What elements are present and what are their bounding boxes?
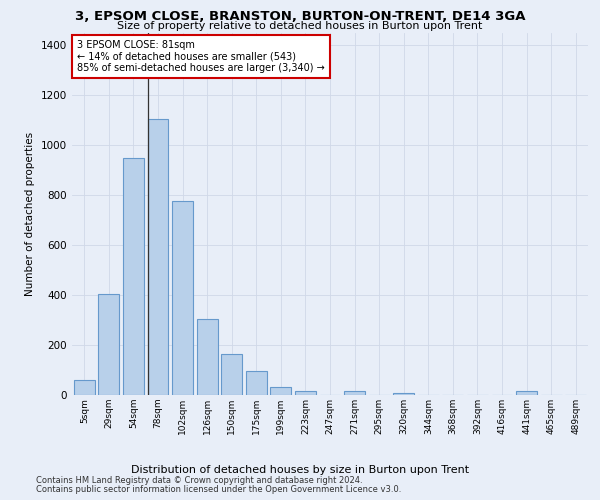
- Bar: [246, 371, 267, 395]
- Bar: [123, 158, 144, 395]
- Bar: [172, 202, 193, 395]
- Y-axis label: Number of detached properties: Number of detached properties: [25, 132, 35, 296]
- Bar: [516, 391, 537, 395]
- Bar: [98, 294, 119, 395]
- Text: Contains public sector information licensed under the Open Government Licence v3: Contains public sector information licen…: [36, 485, 401, 494]
- Bar: [221, 354, 242, 395]
- Text: Contains HM Land Registry data © Crown copyright and database right 2024.: Contains HM Land Registry data © Crown c…: [36, 476, 362, 485]
- Bar: [271, 387, 292, 395]
- Bar: [344, 390, 365, 395]
- Text: Distribution of detached houses by size in Burton upon Trent: Distribution of detached houses by size …: [131, 465, 469, 475]
- Bar: [197, 319, 218, 395]
- Text: 3, EPSOM CLOSE, BRANSTON, BURTON-ON-TRENT, DE14 3GA: 3, EPSOM CLOSE, BRANSTON, BURTON-ON-TREN…: [75, 10, 525, 23]
- Text: Size of property relative to detached houses in Burton upon Trent: Size of property relative to detached ho…: [118, 21, 482, 31]
- Bar: [393, 392, 414, 395]
- Bar: [74, 380, 95, 395]
- Bar: [148, 119, 169, 395]
- Text: 3 EPSOM CLOSE: 81sqm
← 14% of detached houses are smaller (543)
85% of semi-deta: 3 EPSOM CLOSE: 81sqm ← 14% of detached h…: [77, 40, 325, 73]
- Bar: [295, 391, 316, 395]
